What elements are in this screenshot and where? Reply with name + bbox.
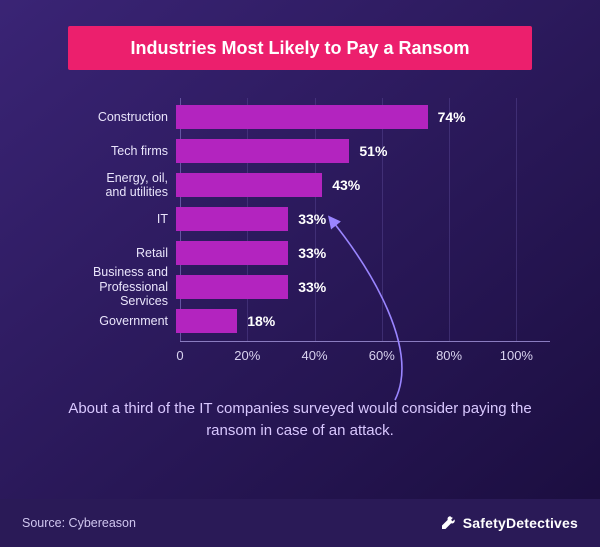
bar [176, 207, 288, 231]
bar-value: 51% [359, 143, 387, 159]
bar-zone: 43% [176, 168, 550, 202]
bar-value: 18% [247, 313, 275, 329]
brand-logo-icon [439, 514, 457, 532]
x-tick-label: 80% [436, 348, 462, 363]
bar-zone: 74% [176, 100, 550, 134]
source-text: Source: Cybereason [22, 516, 136, 530]
bar [176, 241, 288, 265]
bar [176, 139, 349, 163]
bar-label: Government [50, 314, 176, 328]
bar-row: Business andProfessional Services33% [50, 270, 550, 304]
bar-value: 74% [438, 109, 466, 125]
bar-zone: 33% [176, 202, 550, 236]
x-axis-ticks: 020%40%60%80%100% [180, 342, 550, 370]
bar-label: IT [50, 212, 176, 226]
bar-value: 43% [332, 177, 360, 193]
bar-label: Tech firms [50, 144, 176, 158]
bar-row: Government 18% [50, 304, 550, 338]
bar [176, 173, 322, 197]
bar [176, 105, 428, 129]
x-tick-label: 20% [234, 348, 260, 363]
footer: Source: Cybereason SafetyDetectives [0, 499, 600, 547]
bar-row: Energy, oil,and utilities 43% [50, 168, 550, 202]
bar-row: Tech firms 51% [50, 134, 550, 168]
bar-zone: 51% [176, 134, 550, 168]
bar-zone: 18% [176, 304, 550, 338]
bar-label: Retail [50, 246, 176, 260]
bar [176, 309, 237, 333]
brand-name: SafetyDetectives [463, 515, 578, 531]
bar-chart: 0 20% 40% 60% 80% 100% Construction 74% Tech fi… [50, 98, 550, 370]
bar-value: 33% [298, 245, 326, 261]
x-tick-label: 0 [176, 348, 183, 363]
bar-row: Construction 74% [50, 100, 550, 134]
x-tick-label: 100% [500, 348, 533, 363]
bar-value: 33% [298, 211, 326, 227]
brand: SafetyDetectives [439, 514, 578, 532]
x-tick-label: 60% [369, 348, 395, 363]
bar-label: Energy, oil,and utilities [50, 171, 176, 200]
bar-zone: 33% [176, 236, 550, 270]
callout-text: About a third of the IT companies survey… [60, 398, 540, 442]
bar-value: 33% [298, 279, 326, 295]
bar-label: Construction [50, 110, 176, 124]
bar [176, 275, 288, 299]
bar-label: Business andProfessional Services [50, 265, 176, 308]
bar-row: IT 33% [50, 202, 550, 236]
title-bar: Industries Most Likely to Pay a Ransom [68, 26, 532, 70]
bar-zone: 33% [176, 270, 550, 304]
chart-title: Industries Most Likely to Pay a Ransom [130, 38, 469, 59]
x-tick-label: 40% [302, 348, 328, 363]
